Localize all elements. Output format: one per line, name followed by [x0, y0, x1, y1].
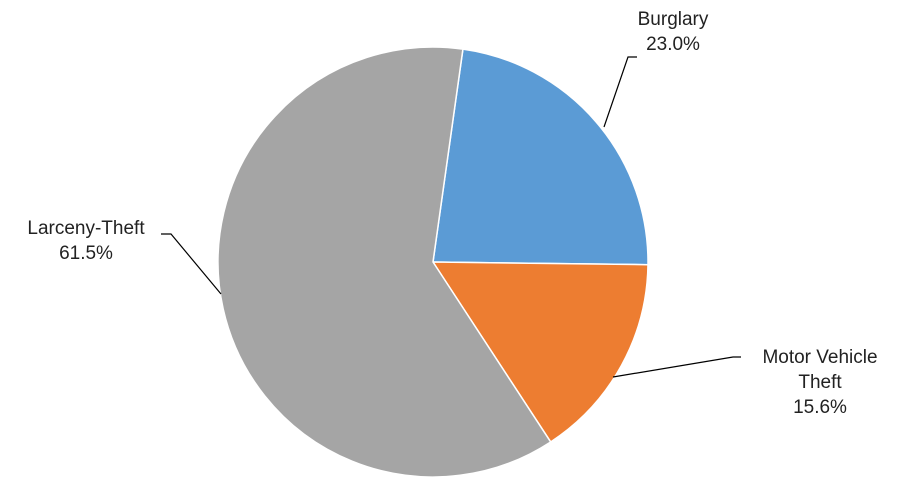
pie-slice-motor-vehicle-theft [431, 261, 649, 443]
leader-line-burglary [603, 56, 637, 128]
data-label-value: 61.5% [59, 243, 113, 264]
data-label-category: Burglary [638, 9, 709, 30]
data-label-larceny-theft: Larceny-Theft 61.5% [27, 218, 145, 264]
pie-slices [217, 46, 649, 478]
leader-line-motor-vehicle-theft [612, 356, 741, 378]
data-label-motor-vehicle-theft: Motor Vehicle Theft 15.6% [762, 347, 877, 418]
data-labels: Burglary 23.0% Motor Vehicle Theft 15.6% Larc… [27, 9, 877, 418]
pie-slice-larceny-theft [217, 46, 552, 478]
data-label-category: Motor Vehicle [762, 347, 877, 368]
data-label-value: 23.0% [646, 34, 700, 55]
leader-line-larceny-theft [161, 233, 222, 295]
data-label-category: Larceny-Theft [27, 218, 145, 239]
pie-slice-burglary [432, 48, 649, 266]
leader-lines [161, 56, 741, 378]
data-label-category: Theft [798, 372, 842, 393]
data-label-value: 15.6% [793, 397, 847, 418]
data-label-burglary: Burglary 23.0% [638, 9, 709, 55]
